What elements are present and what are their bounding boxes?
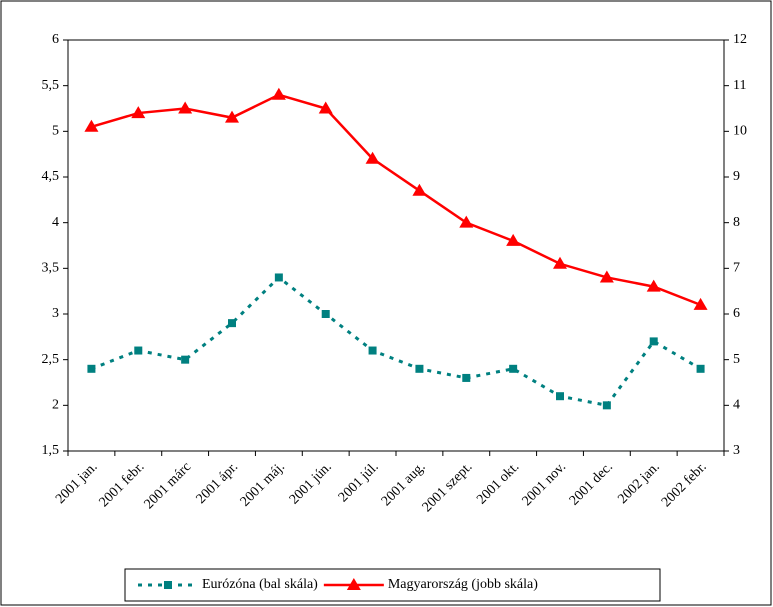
y2-tick-label: 12 <box>733 32 747 47</box>
marker <box>134 346 143 355</box>
y-tick-label: 5 <box>52 124 59 139</box>
y2-tick-label: 9 <box>733 169 740 184</box>
legend-marker <box>164 581 172 589</box>
y2-tick-label: 4 <box>733 398 740 413</box>
marker <box>368 346 377 355</box>
marker <box>599 270 614 283</box>
legend-marker <box>346 578 361 590</box>
marker <box>649 337 658 346</box>
legend-box <box>124 568 661 602</box>
marker <box>553 256 567 269</box>
y2-tick-label: 10 <box>733 124 747 139</box>
y-tick-label: 3 <box>52 306 59 321</box>
y-tick-label: 2,5 <box>42 352 60 367</box>
y-tick-label: 3,5 <box>42 261 60 276</box>
marker <box>696 364 705 373</box>
y2-tick-label: 6 <box>733 306 740 321</box>
marker <box>602 401 611 410</box>
series-line <box>90 275 702 407</box>
legend-label: Eurózóna (bal skála) <box>202 577 318 592</box>
legend-label: Magyarország (jobb skála) <box>388 577 538 592</box>
y-tick-label: 5,5 <box>42 78 60 93</box>
y2-tick-label: 7 <box>733 261 740 276</box>
y-tick-label: 6 <box>52 32 59 47</box>
marker <box>459 215 474 228</box>
marker <box>462 373 471 382</box>
y-tick-label: 1,5 <box>42 443 60 458</box>
y2-tick-label: 11 <box>733 78 746 93</box>
y-tick-label: 4 <box>52 215 59 230</box>
marker <box>84 119 99 132</box>
marker <box>271 87 286 100</box>
marker <box>321 310 330 318</box>
marker <box>506 233 521 246</box>
marker <box>87 364 96 373</box>
marker <box>693 297 708 310</box>
marker <box>225 110 239 123</box>
marker <box>412 183 427 196</box>
y2-tick-label: 3 <box>733 443 740 458</box>
marker <box>274 273 283 282</box>
marker <box>509 364 518 373</box>
y-tick-label: 2 <box>52 398 59 413</box>
series-line <box>91 93 702 307</box>
y2-tick-label: 5 <box>733 352 740 367</box>
marker <box>181 355 190 364</box>
y-tick-label: 4,5 <box>42 169 60 184</box>
marker <box>556 392 564 401</box>
marker <box>365 151 380 164</box>
marker <box>415 364 424 373</box>
marker <box>178 101 193 114</box>
marker <box>131 106 146 119</box>
marker <box>646 279 661 292</box>
marker <box>318 101 333 114</box>
marker <box>228 319 236 328</box>
y2-tick-label: 8 <box>733 215 740 230</box>
